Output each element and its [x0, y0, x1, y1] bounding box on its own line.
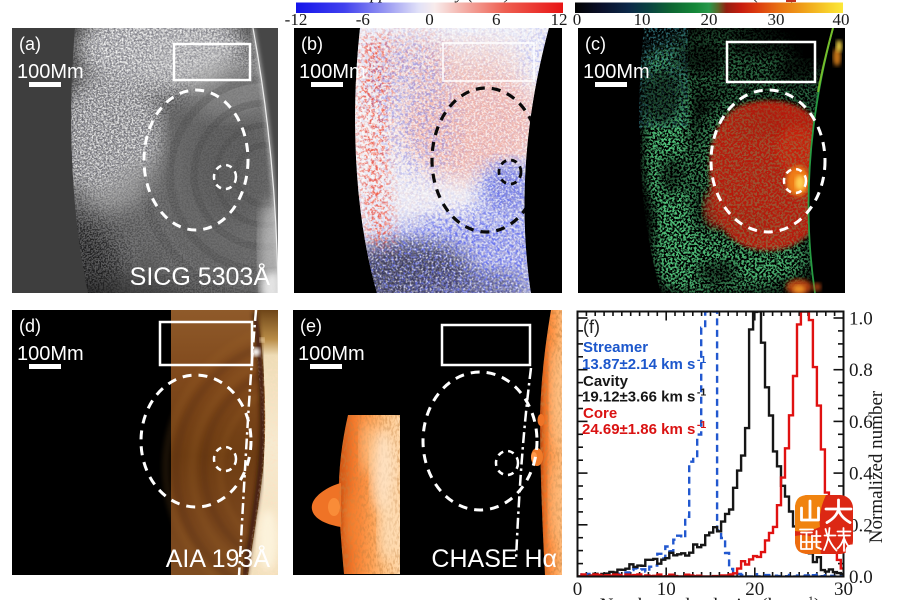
svg-text:0: 0	[573, 579, 583, 600]
svg-text:40: 40	[833, 10, 850, 29]
svg-text:Doppler velocity (km/s): Doppler velocity (km/s)	[349, 0, 511, 3]
svg-text:12: 12	[551, 10, 568, 29]
svg-text:Normalized number: Normalized number	[866, 390, 887, 543]
svg-text:CHASE Hα: CHASE Hα	[431, 545, 557, 573]
svg-text:20: 20	[701, 10, 718, 29]
svg-text:SICG 5303Å: SICG 5303Å	[130, 261, 271, 291]
svg-text:0.4: 0.4	[849, 464, 873, 485]
svg-text:13.87±2.14 km s-1: 13.87±2.14 km s -1	[582, 354, 706, 373]
svg-text:AIA 193Å: AIA 193Å	[166, 543, 271, 573]
svg-text:24.69±1.86 km s-1: 24.69±1.86 km s -1	[582, 419, 706, 438]
svg-text:1.0: 1.0	[849, 309, 873, 330]
svg-text:19.12±3.66 km s-1: 19.12±3.66 km s -1	[582, 387, 706, 406]
svg-text:100Mm: 100Mm	[17, 343, 84, 365]
svg-text:(e): (e)	[300, 316, 322, 336]
svg-text:-6: -6	[356, 10, 370, 29]
svg-text:100Mm: 100Mm	[298, 343, 365, 365]
svg-text:(c): (c)	[585, 34, 606, 54]
svg-text:(d): (d)	[19, 316, 41, 336]
svg-text:Streamer: Streamer	[583, 339, 648, 356]
svg-text:Cavity: Cavity	[583, 373, 629, 390]
svg-text:0: 0	[573, 10, 582, 29]
svg-text:6: 6	[492, 10, 501, 29]
svg-text:100Mm: 100Mm	[17, 61, 84, 83]
svg-text:30: 30	[834, 579, 853, 600]
svg-text:(a): (a)	[19, 34, 41, 54]
svg-text:20: 20	[745, 579, 764, 600]
svg-text:Nonthermal velocity (km s-1): Nonthermal velocity (km s-1)	[600, 593, 821, 600]
svg-text:(f): (f)	[583, 317, 600, 337]
svg-text:0.0: 0.0	[849, 567, 873, 588]
svg-text:10: 10	[634, 10, 651, 29]
svg-text:0.2: 0.2	[849, 515, 873, 536]
svg-text:100Mm: 100Mm	[299, 61, 366, 83]
svg-text:100Mm: 100Mm	[583, 61, 650, 83]
svg-text:(b): (b)	[301, 34, 323, 54]
svg-text:Core: Core	[583, 405, 617, 422]
svg-text:0: 0	[425, 10, 434, 29]
svg-text:Line width (km/s): Line width (km/s)	[674, 0, 797, 3]
svg-text:10: 10	[657, 579, 676, 600]
svg-text:0.6: 0.6	[849, 412, 873, 433]
svg-text:-12: -12	[285, 10, 308, 29]
svg-text:30: 30	[768, 10, 785, 29]
svg-text:0.8: 0.8	[849, 360, 873, 381]
